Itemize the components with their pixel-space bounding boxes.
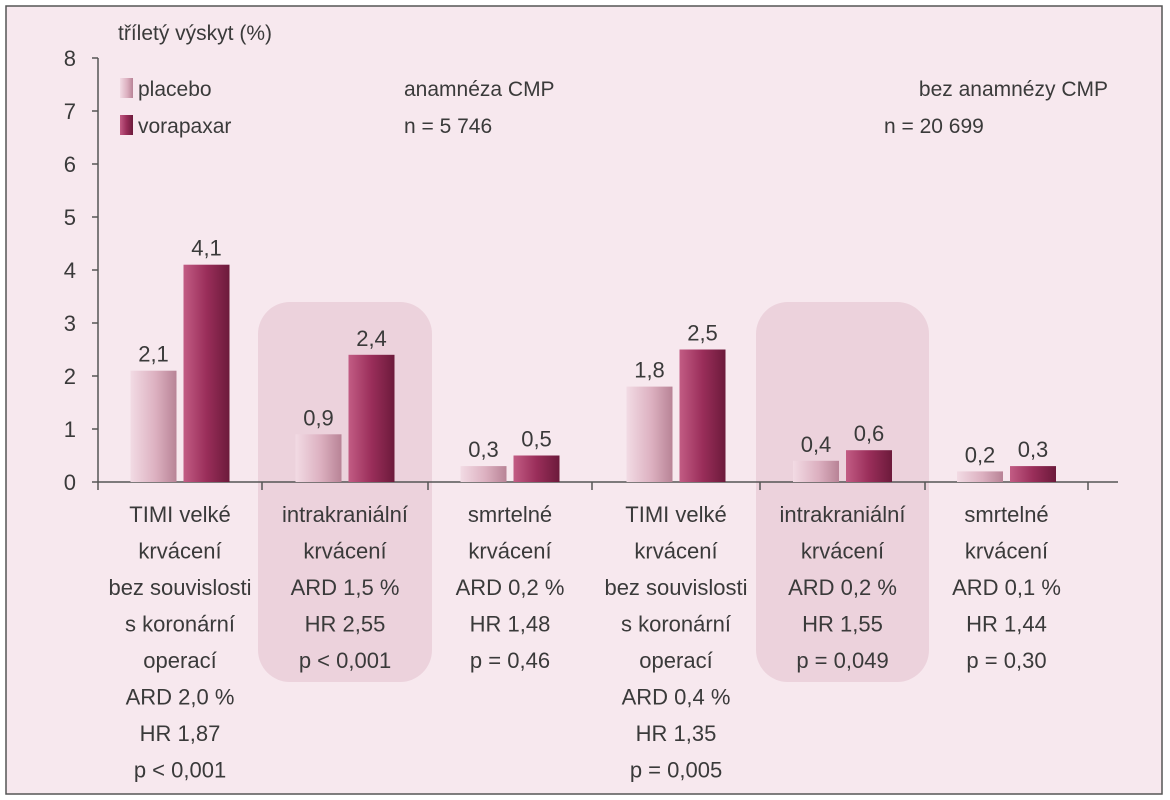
category-label-line: ARD 0,4 % bbox=[622, 685, 731, 710]
data-label: 1,8 bbox=[634, 358, 665, 383]
category-label-line: intrakraniální bbox=[282, 502, 408, 527]
category-label-line: p = 0,005 bbox=[630, 758, 722, 783]
category-label-line: p < 0,001 bbox=[134, 758, 226, 783]
category-label-line: krvácení bbox=[138, 539, 221, 564]
group-header-2: bez anamnézy CMP n = 20 699 bbox=[884, 78, 1108, 138]
legend-swatch-placebo bbox=[120, 78, 133, 98]
category-label-line: krvácení bbox=[634, 539, 717, 564]
group-title-2: bez anamnézy CMP bbox=[919, 78, 1108, 101]
y-axis-title: tříletý výskyt (%) bbox=[118, 22, 272, 45]
category-label-line: ARD 1,5 % bbox=[291, 575, 400, 600]
data-label: 0,9 bbox=[303, 405, 334, 430]
y-axis: 0 1 2 3 4 5 6 7 8 bbox=[64, 46, 99, 495]
category-label-line: intrakraniální bbox=[780, 502, 906, 527]
data-label: 0,3 bbox=[1018, 437, 1049, 462]
data-label: 2,1 bbox=[138, 342, 169, 367]
data-label: 0,3 bbox=[468, 437, 499, 462]
category-label-line: smrtelné bbox=[468, 502, 552, 527]
x-axis bbox=[97, 481, 1118, 490]
y-tick-label: 8 bbox=[64, 46, 76, 71]
category-label-line: operací bbox=[639, 648, 712, 673]
bar-vorapaxar bbox=[348, 354, 395, 482]
bar-vorapaxar bbox=[513, 455, 560, 482]
category-label-line: krvácení bbox=[468, 539, 551, 564]
category-label-line: HR 1,87 bbox=[140, 721, 221, 746]
bar-placebo bbox=[295, 434, 342, 482]
category-label-line: p = 0,46 bbox=[470, 648, 550, 673]
y-tick-label: 4 bbox=[64, 258, 76, 283]
category-label-line: ARD 0,2 % bbox=[788, 575, 897, 600]
group-header-1: anamnéza CMP n = 5 746 bbox=[404, 78, 555, 138]
data-labels: 2,1 4,1 0,9 2,4 0,3 0,5 1,8 2,5 0,4 0,6 0,2 0,3 bbox=[138, 236, 1048, 468]
bar-vorapaxar bbox=[846, 450, 892, 482]
bar-vorapaxar bbox=[183, 264, 230, 482]
bar-placebo bbox=[793, 460, 839, 482]
y-tick-label: 0 bbox=[64, 470, 76, 495]
category-label-line: ARD 0,2 % bbox=[456, 575, 565, 600]
bar-placebo bbox=[957, 471, 1003, 482]
y-tick-label: 5 bbox=[64, 205, 76, 230]
y-tick-label: 3 bbox=[64, 311, 76, 336]
category-label-line: s koronární bbox=[125, 612, 235, 637]
group-subtitle-1: n = 5 746 bbox=[404, 115, 492, 138]
data-label: 2,4 bbox=[356, 326, 387, 351]
bar-placebo bbox=[626, 386, 673, 482]
category-label-line: HR 1,48 bbox=[470, 612, 551, 637]
data-label: 0,5 bbox=[521, 427, 552, 452]
highlight-box bbox=[756, 302, 929, 682]
category-labels: TIMI velké krvácení bez souvislosti s koron… bbox=[108, 502, 1060, 783]
legend-label-placebo: placebo bbox=[138, 78, 212, 101]
y-tick-label: 7 bbox=[64, 99, 76, 124]
category-label-line: bez souvislosti bbox=[604, 575, 747, 600]
data-label: 2,5 bbox=[687, 321, 718, 346]
group-subtitle-2: n = 20 699 bbox=[884, 115, 984, 138]
category-label-line: bez souvislosti bbox=[108, 575, 251, 600]
category-label-line: krvácení bbox=[801, 539, 884, 564]
category-label-line: p = 0,30 bbox=[966, 648, 1046, 673]
bar-vorapaxar bbox=[1010, 466, 1056, 482]
data-label: 0,2 bbox=[965, 442, 996, 467]
y-tick-label: 6 bbox=[64, 152, 76, 177]
category-label-line: HR 2,55 bbox=[305, 612, 386, 637]
bar-placebo bbox=[460, 466, 507, 482]
category-label-line: HR 1,44 bbox=[966, 612, 1047, 637]
y-tick-label: 2 bbox=[64, 364, 76, 389]
legend: placebo vorapaxar bbox=[120, 78, 231, 138]
bar-vorapaxar bbox=[679, 349, 726, 482]
category-label-line: operací bbox=[143, 648, 216, 673]
category-label-line: HR 1,55 bbox=[802, 612, 883, 637]
category-label-line: ARD 0,1 % bbox=[952, 575, 1061, 600]
category-label-line: smrtelné bbox=[964, 502, 1048, 527]
category-label-line: p < 0,001 bbox=[299, 648, 391, 673]
data-label: 0,6 bbox=[854, 421, 885, 446]
category-label-line: ARD 2,0 % bbox=[126, 685, 235, 710]
bars bbox=[130, 264, 1056, 482]
data-label: 0,4 bbox=[801, 432, 832, 457]
bar-placebo bbox=[130, 370, 177, 482]
category-label-line: TIMI velké bbox=[129, 502, 230, 527]
category-label-line: s koronární bbox=[621, 612, 731, 637]
category-label-line: p = 0,049 bbox=[796, 648, 888, 673]
category-label-line: TIMI velké bbox=[625, 502, 726, 527]
legend-swatch-vorapaxar bbox=[120, 115, 133, 135]
category-label-line: krvácení bbox=[303, 539, 386, 564]
category-label-line: krvácení bbox=[965, 539, 1048, 564]
group-title-1: anamnéza CMP bbox=[404, 78, 555, 101]
y-tick-label: 1 bbox=[64, 417, 76, 442]
category-label-line: HR 1,35 bbox=[636, 721, 717, 746]
legend-label-vorapaxar: vorapaxar bbox=[138, 115, 231, 138]
data-label: 4,1 bbox=[191, 236, 222, 261]
